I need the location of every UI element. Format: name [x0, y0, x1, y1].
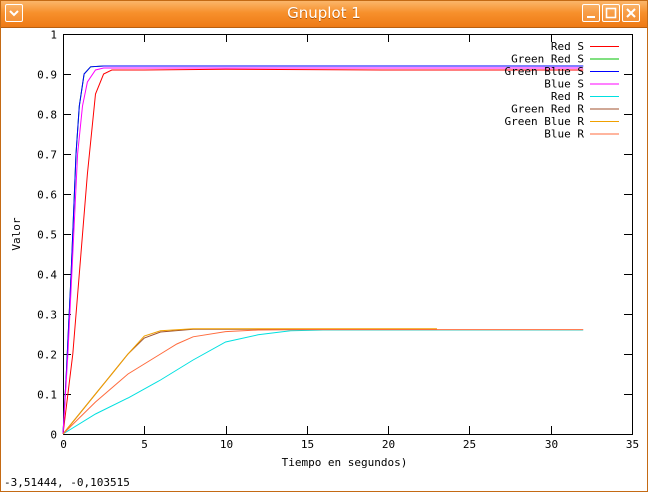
- minimize-button[interactable]: [582, 4, 600, 22]
- x-tick-label: 5: [141, 438, 148, 451]
- close-icon: [626, 8, 636, 18]
- legend-label: Green Blue S: [505, 65, 584, 78]
- minimize-icon: [587, 16, 595, 18]
- y-tick-label: 0.4: [37, 269, 57, 282]
- y-tick-label: 1: [50, 29, 57, 42]
- titlebar[interactable]: Gnuplot 1: [1, 1, 647, 28]
- x-tick-label: 30: [545, 438, 558, 451]
- y-tick-label: 0.6: [37, 189, 57, 202]
- series-line: [62, 329, 584, 435]
- y-tick-label: 0.2: [37, 349, 57, 362]
- legend-label: Green Blue R: [505, 115, 585, 128]
- x-tick-label: 0: [60, 438, 67, 451]
- legend-label: Green Red S: [511, 53, 584, 66]
- window-title: Gnuplot 1: [287, 4, 361, 22]
- x-tick-label: 20: [382, 438, 395, 451]
- x-tick-label: 25: [463, 438, 476, 451]
- legend-label: Green Red R: [511, 103, 584, 116]
- y-tick-label: 0.5: [37, 229, 57, 242]
- x-tick-label: 35: [626, 438, 639, 451]
- y-tick-label: 0.3: [37, 309, 57, 322]
- plot-canvas[interactable]: 00.10.20.30.40.50.60.70.80.910 5 10 15 20 25 3…: [2, 28, 648, 474]
- window-menu-button[interactable]: [5, 4, 23, 22]
- maximize-icon: [605, 7, 617, 19]
- x-axis-label: Tiempo en segundos): [282, 456, 408, 469]
- legend-label: Blue S: [544, 78, 584, 91]
- y-tick-label: 0.9: [37, 69, 57, 82]
- chevron-down-icon: [9, 10, 19, 17]
- plot-frame: [63, 34, 633, 435]
- series-line: [62, 67, 584, 435]
- series-line: [62, 68, 584, 435]
- y-tick-label: 0.8: [37, 109, 57, 122]
- series-line: [62, 329, 584, 435]
- series-line: [62, 328, 437, 435]
- y-tick-label: 0.1: [37, 389, 57, 402]
- maximize-button[interactable]: [602, 4, 620, 22]
- legend-label: Blue R: [544, 128, 584, 141]
- series-line: [62, 65, 584, 435]
- close-button[interactable]: [622, 4, 640, 22]
- mouse-coordinates: -3,51444, -0,103515: [4, 476, 130, 489]
- y-tick-label: 0: [50, 429, 57, 442]
- legend-label: Red S: [551, 40, 584, 53]
- x-tick-label: 15: [301, 438, 314, 451]
- y-tick-label: 0.7: [37, 149, 57, 162]
- legend-label: Red R: [551, 90, 584, 103]
- y-axis-label: Valor: [10, 217, 23, 250]
- x-tick-label: 10: [220, 438, 233, 451]
